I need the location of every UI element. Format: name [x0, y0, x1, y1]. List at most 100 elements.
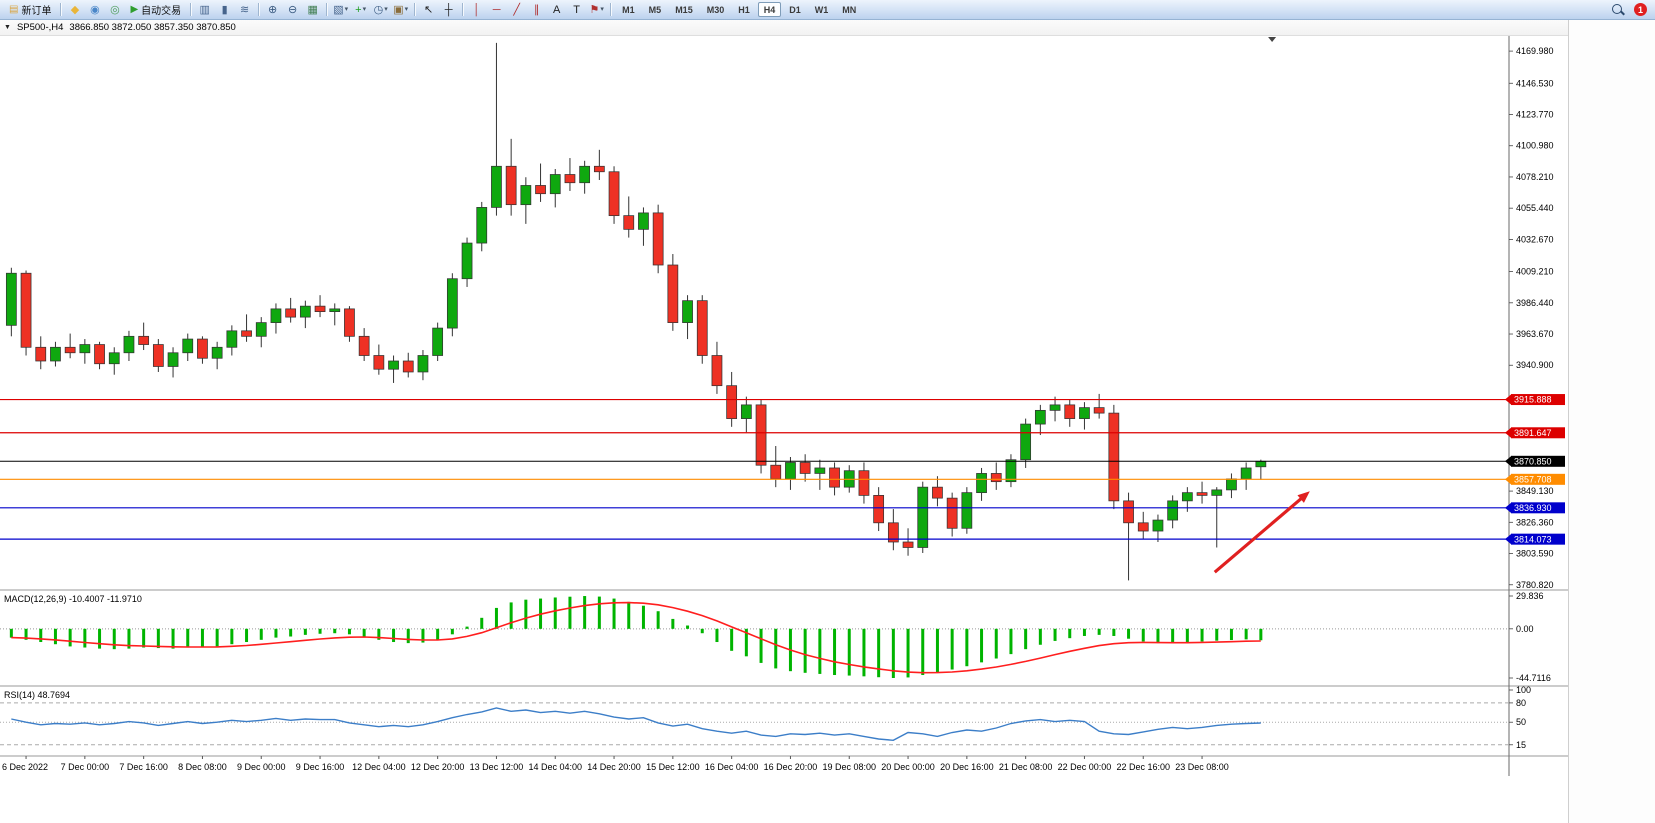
- bar-chart-icon[interactable]: ▥: [195, 2, 214, 18]
- svg-text:13 Dec 12:00: 13 Dec 12:00: [470, 762, 524, 772]
- autotrading-icon: ▶: [130, 4, 139, 15]
- dropdown-caret-icon: ▾: [384, 5, 388, 13]
- rsi-title: RSI(14) 48.7694: [4, 690, 70, 700]
- svg-text:22 Dec 16:00: 22 Dec 16:00: [1116, 762, 1170, 772]
- timeframe-m1[interactable]: M1: [622, 5, 635, 15]
- svg-text:4009.210: 4009.210: [1516, 267, 1554, 277]
- trendline-icon[interactable]: ╱: [507, 2, 526, 18]
- chart-title-bar: ▼ SP500-,H4 3866.850 3872.050 3857.350 3…: [0, 20, 1568, 36]
- cursor-icon[interactable]: ↖: [419, 2, 438, 18]
- tile-windows-icon: ▦: [307, 3, 318, 16]
- toolbar-separator: [326, 3, 328, 16]
- svg-text:12 Dec 20:00: 12 Dec 20:00: [411, 762, 465, 772]
- svg-text:19 Dec 08:00: 19 Dec 08:00: [822, 762, 876, 772]
- autotrading-label: 自动交易: [141, 6, 182, 17]
- price-badge[interactable]: 3836.930: [1505, 502, 1565, 514]
- collapse-panel-icon[interactable]: ▼: [4, 24, 11, 31]
- line-chart-icon: ≋: [240, 3, 250, 16]
- svg-text:21 Dec 08:00: 21 Dec 08:00: [999, 762, 1053, 772]
- horizontal-line-icon[interactable]: ─: [487, 2, 506, 18]
- timeframe-h4[interactable]: H4: [757, 2, 782, 17]
- svg-text:7 Dec 16:00: 7 Dec 16:00: [119, 762, 168, 772]
- crosshair-icon[interactable]: ┼: [439, 2, 458, 18]
- candlestick-chart-icon[interactable]: ▮: [215, 2, 234, 18]
- svg-text:4100.980: 4100.980: [1516, 141, 1554, 151]
- period-icon[interactable]: ◷ ▾: [371, 2, 390, 18]
- timeframe-h1[interactable]: H1: [738, 5, 750, 15]
- svg-text:29.836: 29.836: [1516, 591, 1544, 601]
- zoom-in-icon: ⊕: [268, 3, 278, 16]
- chart-shift-marker[interactable]: [1268, 37, 1277, 42]
- shapes-icon: ⚑: [589, 3, 600, 16]
- templates-icon[interactable]: ▣ ▾: [391, 2, 410, 18]
- price-badge[interactable]: 3915.888: [1505, 394, 1565, 406]
- line-chart-icon[interactable]: ≋: [235, 2, 254, 18]
- svg-text:-44.7116: -44.7116: [1516, 673, 1551, 683]
- svg-text:22 Dec 00:00: 22 Dec 00:00: [1058, 762, 1112, 772]
- search-icon[interactable]: [1609, 2, 1625, 18]
- svg-text:4078.210: 4078.210: [1516, 172, 1554, 182]
- market-watch-icon[interactable]: ◆: [65, 2, 84, 18]
- autotrading-button[interactable]: ▶ 自动交易: [125, 2, 186, 18]
- svg-text:3940.900: 3940.900: [1516, 360, 1554, 370]
- svg-text:8 Dec 08:00: 8 Dec 08:00: [178, 762, 227, 772]
- timeframe-m30[interactable]: M30: [706, 5, 725, 15]
- indicators-icon: +: [355, 3, 362, 16]
- svg-text:23 Dec 08:00: 23 Dec 08:00: [1175, 762, 1229, 772]
- main-toolbar: ▤ 新订单 ◆ ◉ ◎ ▶ 自动交易 ▥ ▮ ≋ ⊕ ⊖ ▦ ▧ ▾ + ▾ ◷ ▾ ▣ ▾ ↖ ┼ │ ─ ╱ ∥ A T ⚑ ▾ M1 M5…: [0, 0, 1655, 20]
- shapes-icon[interactable]: ⚑ ▾: [587, 2, 606, 18]
- vertical-line-icon: │: [473, 3, 481, 16]
- dropdown-caret-icon: ▾: [344, 5, 349, 13]
- community-icon: ◎: [110, 3, 120, 16]
- svg-text:15: 15: [1516, 740, 1526, 750]
- price-badge[interactable]: 3891.647: [1505, 427, 1565, 439]
- timeframe-group: M1 M5 M15 M30 H1 H4 D1 W1 MN: [615, 2, 863, 17]
- svg-text:7 Dec 00:00: 7 Dec 00:00: [61, 762, 110, 772]
- time-axis[interactable]: 6 Dec 2022 7 Dec 00:00 7 Dec 16:00 8 Dec 08…: [2, 756, 1229, 772]
- price-badge[interactable]: 3870.850: [1505, 455, 1565, 467]
- vertical-line-icon[interactable]: │: [467, 2, 486, 18]
- new-chart-icon[interactable]: ▧ ▾: [331, 2, 350, 18]
- timeframe-mn[interactable]: MN: [842, 5, 857, 15]
- zoom-in-icon[interactable]: ⊕: [263, 2, 282, 18]
- timeframe-m15[interactable]: M15: [675, 5, 693, 15]
- label-icon[interactable]: T: [567, 2, 586, 18]
- period-icon: ◷: [373, 3, 384, 16]
- timeframe-d1[interactable]: D1: [789, 5, 801, 15]
- tile-windows-icon[interactable]: ▦: [303, 2, 322, 18]
- new-chart-icon: ▧: [333, 3, 344, 16]
- price-badge[interactable]: 3857.708: [1505, 473, 1565, 485]
- svg-text:9 Dec 16:00: 9 Dec 16:00: [296, 762, 345, 772]
- timeframe-w1[interactable]: W1: [814, 5, 829, 15]
- new-order-label: 新订单: [21, 6, 52, 17]
- arrow-annotation[interactable]: [1213, 491, 1310, 574]
- chart-canvas[interactable]: 4169.980 4146.530 4123.770 4100.980 4078.210…: [0, 36, 1568, 776]
- svg-text:3814.073: 3814.073: [1514, 534, 1552, 544]
- zoom-out-icon: ⊖: [288, 3, 298, 16]
- timeframe-m5[interactable]: M5: [648, 5, 662, 15]
- svg-text:4146.530: 4146.530: [1516, 78, 1554, 88]
- candlestick-chart-icon: ▮: [221, 3, 228, 16]
- zoom-out-icon[interactable]: ⊖: [283, 2, 302, 18]
- price-axis[interactable]: 4169.980 4146.530 4123.770 4100.980 4078.210…: [1505, 46, 1565, 590]
- horizontal-lines[interactable]: [0, 398, 1509, 540]
- equidistant-channel-icon[interactable]: ∥: [527, 2, 546, 18]
- community-icon[interactable]: ◎: [105, 2, 124, 18]
- toolbar-separator: [60, 3, 62, 16]
- market-watch-icon: ◆: [70, 3, 80, 16]
- profiles-icon[interactable]: ◉: [85, 2, 104, 18]
- text-icon[interactable]: A: [547, 2, 566, 18]
- svg-text:15 Dec 12:00: 15 Dec 12:00: [646, 762, 700, 772]
- dropdown-caret-icon: ▾: [404, 5, 409, 13]
- templates-icon: ▣: [393, 3, 404, 16]
- price-badge[interactable]: 3814.073: [1505, 533, 1565, 545]
- rsi-line: [11, 707, 1261, 742]
- svg-text:3891.647: 3891.647: [1514, 428, 1552, 438]
- notifications-badge[interactable]: 1: [1634, 3, 1647, 16]
- dropdown-caret-icon: ▾: [600, 5, 604, 13]
- new-order-button[interactable]: ▤ 新订单: [4, 2, 56, 18]
- indicators-icon[interactable]: + ▾: [351, 2, 370, 18]
- chart-ohlc-values: 3866.850 3872.050 3857.350 3870.850: [69, 22, 236, 33]
- svg-text:3857.708: 3857.708: [1514, 475, 1552, 485]
- svg-text:100: 100: [1516, 685, 1531, 695]
